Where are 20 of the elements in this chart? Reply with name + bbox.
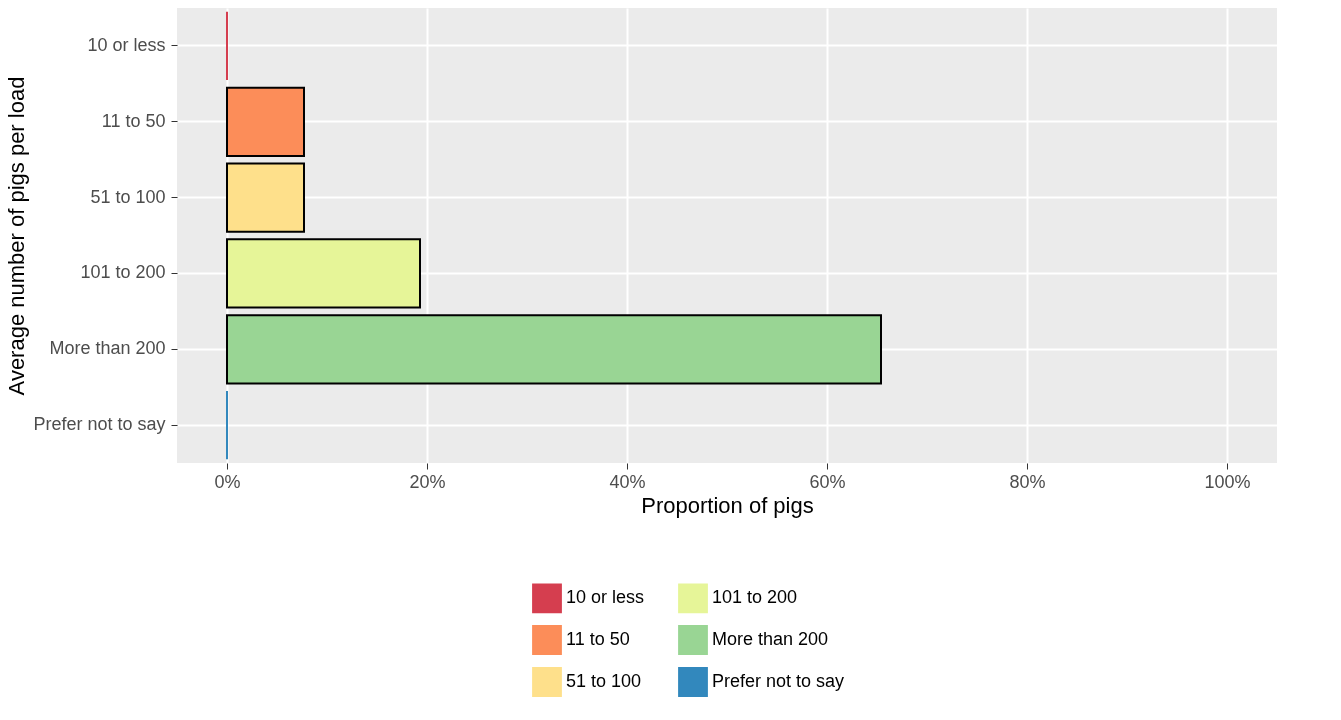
x-tick-label: 0% <box>214 471 241 492</box>
x-tick-label: 100% <box>1204 471 1251 492</box>
legend-label: 10 or less <box>566 587 645 608</box>
y-tick-label: Prefer not to say <box>33 414 166 435</box>
legend-label: 11 to 50 <box>566 629 630 649</box>
x-axis-title: Proportion of pigs <box>641 492 814 518</box>
x-tick-label: 80% <box>1009 471 1046 492</box>
y-axis-title: Average number of pigs per load <box>4 76 30 396</box>
y-tick-label: 101 to 200 <box>80 262 166 283</box>
legend-label: More than 200 <box>712 629 829 649</box>
legend-label: 51 to 100 <box>566 671 642 691</box>
y-tick-label: 51 to 100 <box>90 186 166 207</box>
legend-label: 101 to 200 <box>712 587 798 608</box>
y-tick-label: 11 to 50 <box>101 110 166 131</box>
y-tick-label: More than 200 <box>49 338 166 359</box>
y-tick-label: 10 or less <box>87 34 166 55</box>
x-tick-label: 60% <box>809 471 846 492</box>
x-tick-label: 20% <box>409 471 446 492</box>
legend-label: Prefer not to say <box>712 671 845 691</box>
x-tick-label: 40% <box>609 471 646 492</box>
